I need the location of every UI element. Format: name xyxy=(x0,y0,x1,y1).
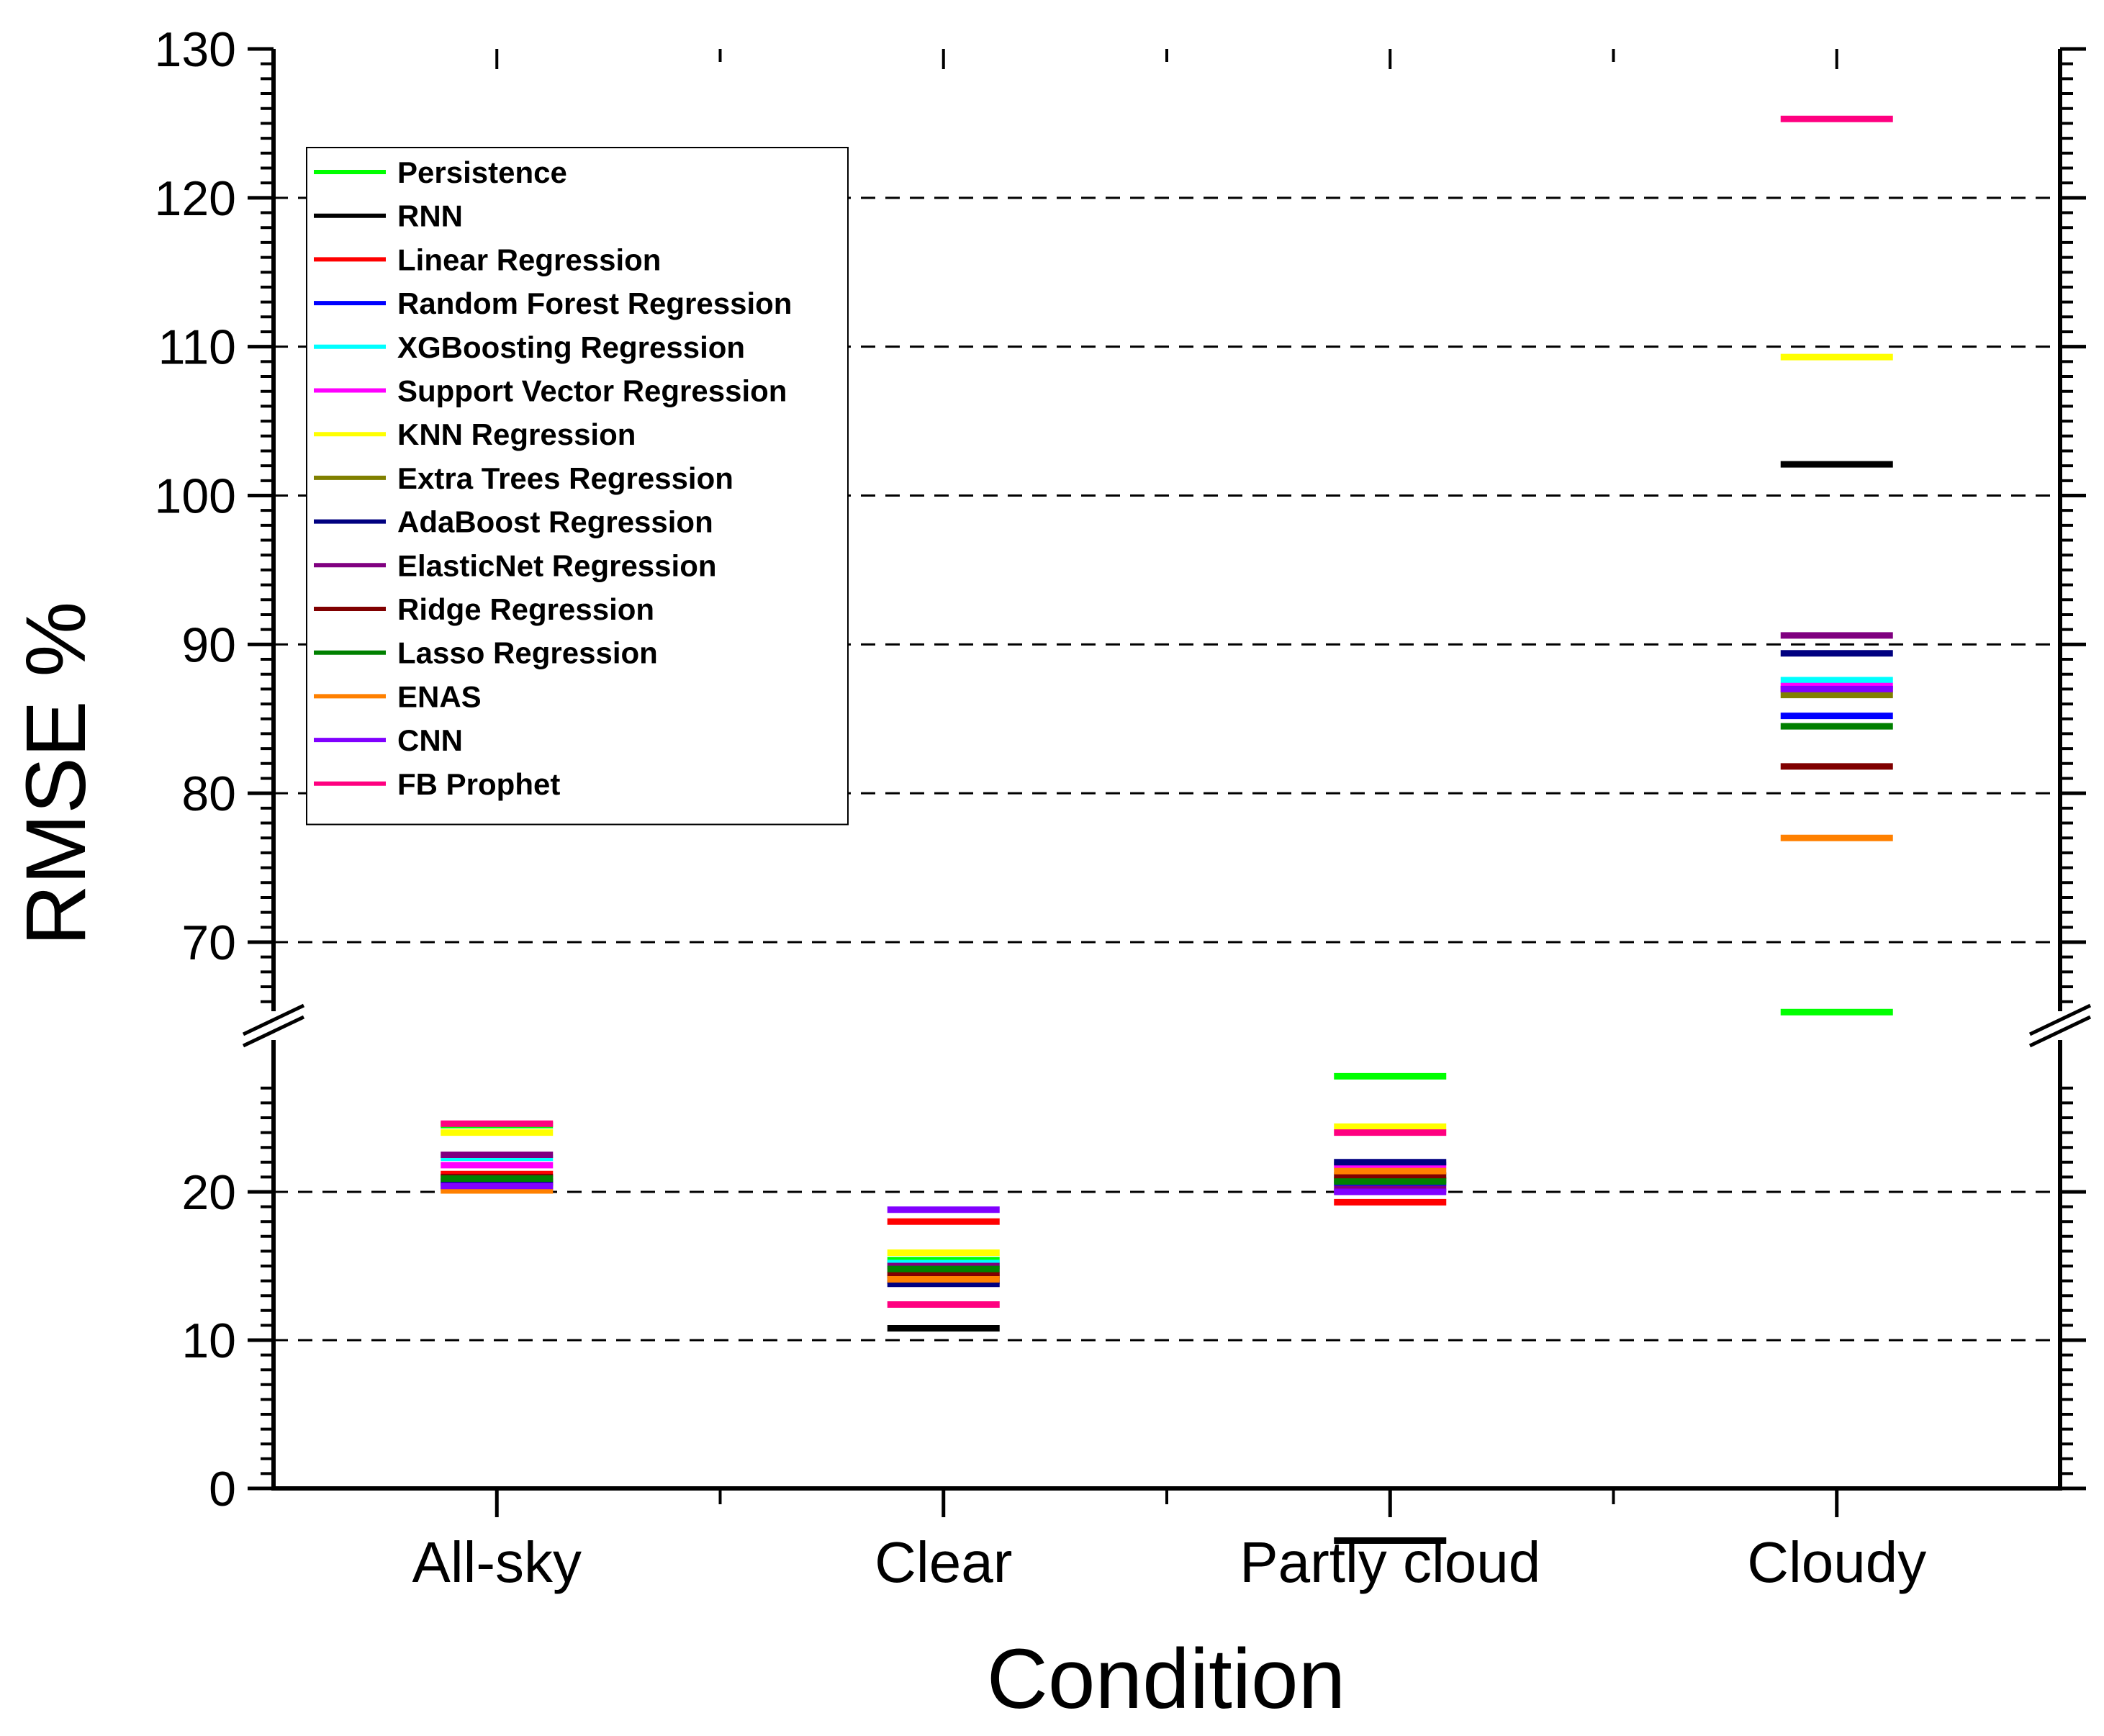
y-tick-label: 10 xyxy=(181,1314,236,1368)
legend-label: Lasso Regression xyxy=(397,636,658,670)
legend-label: CNN xyxy=(397,723,463,757)
y-tick-label: 120 xyxy=(155,171,236,226)
legend-label: Ridge Regression xyxy=(397,592,654,626)
legend-label: ElasticNet Regression xyxy=(397,548,717,582)
legend-box xyxy=(306,147,849,826)
axis-break-mark xyxy=(2028,1015,2092,1048)
y-tick-label: 70 xyxy=(181,916,236,970)
legend-label: FB Prophet xyxy=(397,767,560,801)
legend-label: Random Forest Regression xyxy=(397,286,792,320)
y-tick-label: 20 xyxy=(181,1165,236,1220)
y-tick-label: 130 xyxy=(155,22,236,77)
y-tick-label: 110 xyxy=(158,320,236,375)
legend-label: ENAS xyxy=(397,679,482,713)
y-tick-label: 80 xyxy=(181,767,236,821)
axis-break-mark xyxy=(2028,1003,2092,1036)
legend-label: XGBoosting Regression xyxy=(397,330,745,364)
legend: Persistence RNN Linear Regression Random Fo… xyxy=(306,147,849,826)
y-tick-label: 0 xyxy=(209,1462,236,1516)
data-marks xyxy=(441,115,1893,1544)
legend-label: KNN Regression xyxy=(397,417,636,451)
legend-label: Support Vector Regression xyxy=(397,374,787,408)
axis-break-mark xyxy=(242,1003,305,1036)
y-tick-label: 90 xyxy=(181,618,236,672)
y-axis-title: RMSE % xyxy=(9,602,104,946)
x-tick-label: Clear xyxy=(875,1530,1012,1594)
y-tick-label: 100 xyxy=(155,469,236,524)
legend-label: AdaBoost Regression xyxy=(397,505,713,539)
axis-break-mark xyxy=(242,1015,305,1048)
x-tick-label: Cloudy xyxy=(1747,1530,1926,1594)
x-tick-label: All-sky xyxy=(412,1530,582,1594)
x-axis-title: Condition xyxy=(987,1632,1346,1727)
legend-label: Persistence xyxy=(397,155,567,189)
legend-label: Linear Regression xyxy=(397,243,661,276)
legend-label: RNN xyxy=(397,199,463,233)
legend-label: Extra Trees Regression xyxy=(397,461,733,495)
